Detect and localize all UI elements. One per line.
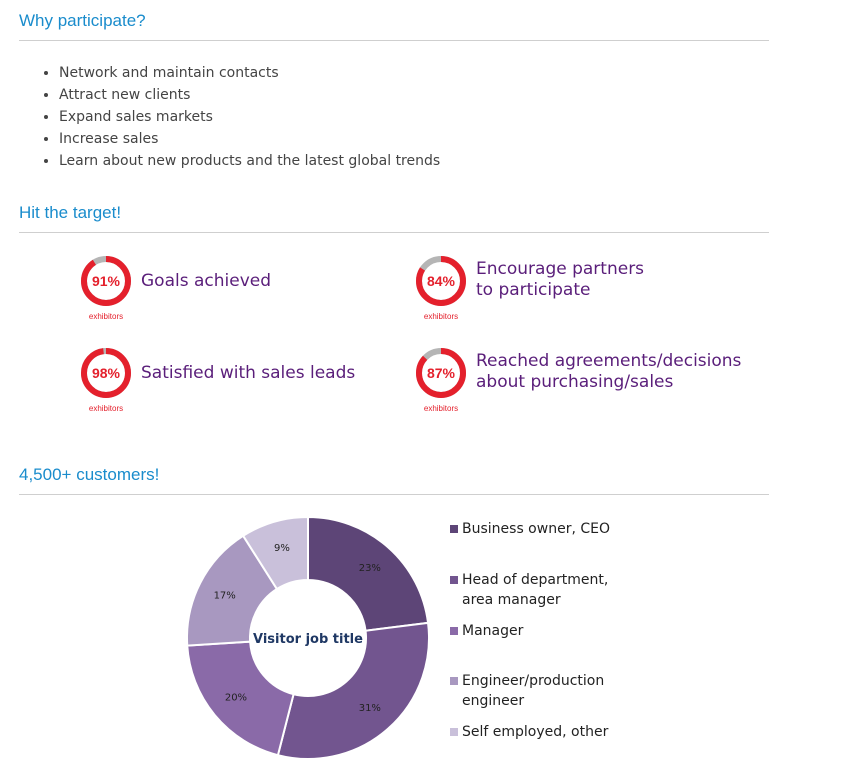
ring-progress [416, 256, 466, 306]
slice-data-label: 9% [274, 543, 290, 554]
stat-label-line: Satisfied with sales leads [141, 363, 356, 383]
slice-data-label: 20% [225, 693, 247, 704]
donut-slice [307, 515, 430, 632]
legend-label-line: Business owner, CEO [462, 521, 610, 537]
legend-label-line: Self employed, other [462, 724, 609, 740]
slice-data-label: 17% [214, 591, 236, 602]
legend-label: Manager [462, 621, 662, 641]
progress-ring [81, 256, 131, 306]
legend-label-line: Head of department, [462, 572, 609, 588]
stat-sublabel: exhibitors [88, 404, 124, 413]
stat-percent: 98% [91, 365, 121, 381]
stat-reached-agreements: 87% exhibitors Reached agreements/decisi… [415, 347, 755, 417]
visitor-job-title-donut-chart: 23% 31% 20% 17% 9% Visitor job title [186, 515, 430, 760]
stat-sublabel: exhibitors [88, 312, 124, 321]
benefits-list: Network and maintain contacts Attract ne… [41, 62, 440, 172]
legend-label-line: area manager [462, 592, 561, 608]
list-item: Attract new clients [59, 84, 440, 106]
stat-percent: 91% [91, 273, 121, 289]
list-item: Expand sales markets [59, 106, 440, 128]
donut-slice [241, 515, 309, 591]
stat-goals-achieved: 91% exhibitors Goals achieved [80, 255, 420, 325]
section-title-why-participate: Why participate? [19, 11, 146, 30]
section-title-hit-the-target: Hit the target! [19, 203, 122, 222]
progress-ring [416, 348, 466, 398]
chart-title: Visitor job title [253, 632, 363, 647]
stat-satisfied-sales-leads: 98% exhibitors Satisfied with sales lead… [80, 347, 420, 417]
stat-label-line: Goals achieved [141, 271, 272, 291]
section-divider [19, 494, 769, 495]
legend-label: Self employed, other [462, 722, 662, 742]
legend-swatch [450, 627, 458, 635]
legend-swatch [450, 576, 458, 584]
legend-label-line: Engineer/production [462, 673, 605, 689]
legend-label: Engineer/production engineer [462, 671, 662, 711]
legend-label: Business owner, CEO [462, 519, 662, 539]
ring-progress [81, 348, 131, 398]
slice-data-label: 31% [359, 703, 381, 714]
stat-label-line: Encourage partners [476, 259, 645, 279]
legend-label-line: engineer [462, 693, 525, 709]
ring-progress [416, 348, 466, 398]
stat-percent: 84% [426, 273, 456, 289]
progress-ring [81, 348, 131, 398]
section-divider [19, 232, 769, 233]
stat-percent: 87% [426, 365, 456, 381]
ring-progress [81, 256, 131, 306]
stat-label-line: Reached agreements/decisions [476, 351, 742, 371]
list-item: Network and maintain contacts [59, 62, 440, 84]
section-title-customers: 4,500+ customers! [19, 465, 160, 484]
stat-label: Goals achieved [141, 271, 271, 292]
legend-swatch [450, 525, 458, 533]
legend-label: Head of department, area manager [462, 570, 662, 610]
slice-data-label: 23% [359, 563, 381, 574]
list-item: Learn about new products and the latest … [59, 150, 440, 172]
stat-label-line: about purchasing/sales [476, 372, 674, 392]
stat-label: Encourage partners to participate [476, 259, 644, 301]
section-divider [19, 40, 769, 41]
legend-swatch [450, 728, 458, 736]
stat-sublabel: exhibitors [423, 404, 459, 413]
list-item: Increase sales [59, 128, 440, 150]
stat-sublabel: exhibitors [423, 312, 459, 321]
stat-label-line: to participate [476, 280, 591, 300]
stat-encourage-partners: 84% exhibitors Encourage partners to par… [415, 255, 755, 325]
legend-label-line: Manager [462, 623, 524, 639]
stat-label: Reached agreements/decisions about purch… [476, 351, 741, 393]
donut-slice [186, 534, 279, 647]
legend-swatch [450, 677, 458, 685]
stat-label: Satisfied with sales leads [141, 363, 355, 384]
progress-ring [416, 256, 466, 306]
donut-slice [186, 640, 295, 757]
donut-slice [276, 621, 430, 760]
